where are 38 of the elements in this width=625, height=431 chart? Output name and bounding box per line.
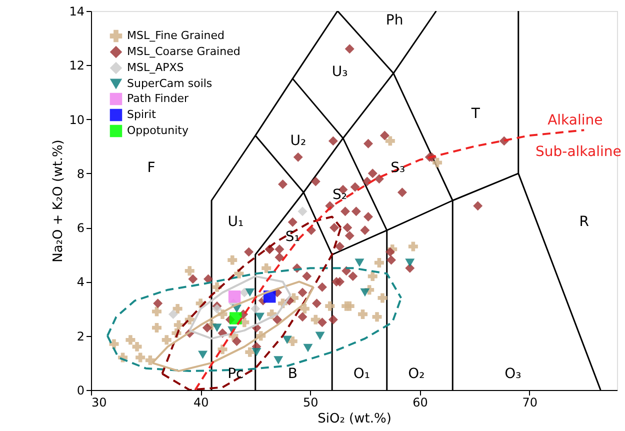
annotation: B bbox=[288, 366, 298, 382]
x-axis-title: SiO₂ (wt.%) bbox=[318, 412, 392, 426]
y-tick-label: 0 bbox=[76, 384, 84, 398]
annotation: F bbox=[147, 160, 156, 176]
legend-label: MSL_APXS bbox=[127, 61, 184, 74]
y-tick-label: 14 bbox=[69, 4, 84, 18]
annotation: Ph bbox=[386, 12, 404, 28]
annotation: O₃ bbox=[504, 366, 522, 382]
annotation: Pc bbox=[228, 366, 244, 382]
y-tick-label: 6 bbox=[76, 221, 84, 236]
x-tick-label: 40 bbox=[193, 396, 209, 410]
annotation: T bbox=[470, 106, 480, 122]
annotation: U₂ bbox=[290, 132, 306, 149]
legend-label: SuperCam soils bbox=[127, 77, 212, 90]
annotation: U₃ bbox=[332, 64, 348, 80]
x-tick-label: 70 bbox=[522, 396, 538, 410]
y-tick-label: 4 bbox=[76, 275, 84, 290]
legend-label: Spirit bbox=[127, 108, 157, 121]
legend-label: Oppotunity bbox=[127, 124, 189, 137]
annotation: O₁ bbox=[353, 366, 370, 382]
annotation: S₂ bbox=[332, 187, 348, 204]
annotation: Alkaline bbox=[548, 112, 603, 129]
annotation: Sub-alkaline bbox=[536, 144, 622, 160]
legend-label: Path Finder bbox=[127, 92, 189, 105]
x-tick-label: 60 bbox=[412, 396, 428, 410]
y-axis-title: Na₂O + K₂O (wt.%) bbox=[51, 140, 66, 262]
x-tick-label: 30 bbox=[92, 396, 107, 410]
y-tick-label: 2 bbox=[76, 329, 84, 344]
annotation: U₁ bbox=[228, 214, 244, 230]
x-tick-label: 50 bbox=[303, 396, 318, 410]
legend-label: MSL_Fine Grained bbox=[127, 29, 224, 42]
legend-label: MSL_Coarse Grained bbox=[127, 45, 240, 58]
annotation: R bbox=[579, 214, 590, 230]
annotation: O₂ bbox=[408, 366, 425, 382]
annotation: S₁ bbox=[285, 229, 300, 246]
y-tick-label: 10 bbox=[69, 112, 84, 127]
y-tick-label: 8 bbox=[76, 166, 84, 181]
y-tick-label: 12 bbox=[69, 58, 84, 73]
